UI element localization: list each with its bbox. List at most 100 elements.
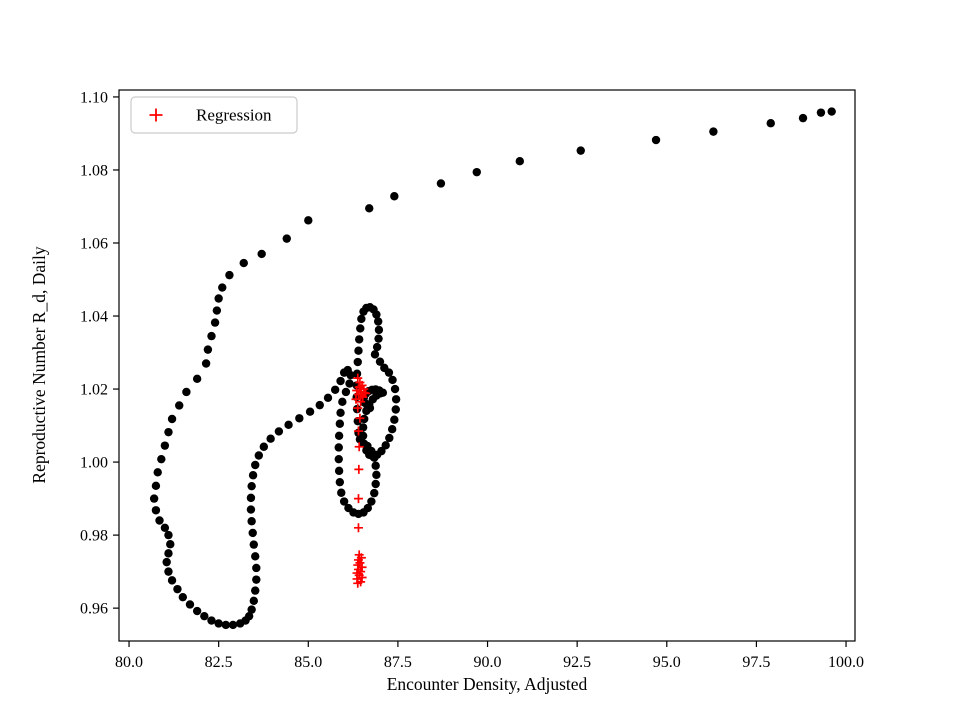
data-point (391, 405, 400, 414)
data-point (353, 373, 363, 383)
data-points-layer (149, 107, 836, 630)
x-axis-label: Encounter Density, Adjusted (387, 674, 588, 694)
data-point (151, 506, 161, 515)
data-point (274, 427, 284, 436)
data-point (162, 557, 171, 567)
data-point (827, 107, 836, 116)
y-tick-label: 1.04 (80, 309, 108, 326)
data-point (384, 368, 394, 377)
data-point (248, 528, 257, 538)
data-point (153, 468, 162, 477)
data-point (225, 270, 234, 280)
data-point (372, 470, 381, 480)
data-point (247, 481, 256, 491)
data-point (576, 146, 585, 155)
series-trajectory (149, 107, 836, 630)
data-point (436, 179, 446, 188)
data-point (164, 530, 173, 540)
data-point (345, 379, 354, 388)
data-point (249, 540, 258, 549)
plot-area (119, 90, 855, 641)
data-point (365, 204, 374, 213)
data-point (252, 563, 261, 573)
data-point (284, 420, 293, 430)
data-point (249, 596, 258, 606)
data-point (323, 393, 333, 403)
data-point (354, 550, 364, 560)
data-point (247, 605, 256, 614)
data-point (185, 600, 195, 609)
data-point (160, 441, 170, 450)
y-tick-label: 1.06 (80, 235, 108, 252)
data-point (155, 516, 164, 525)
data-point (385, 433, 394, 443)
data-point (151, 481, 161, 491)
data-point (353, 494, 363, 504)
data-point (367, 497, 376, 506)
data-point (166, 540, 175, 549)
data-point (354, 464, 364, 474)
y-tick-label: 1.02 (80, 382, 108, 399)
data-point (221, 620, 231, 630)
data-point (266, 434, 275, 443)
data-point (330, 385, 340, 394)
data-point (515, 157, 525, 166)
data-point (248, 471, 258, 480)
data-point (167, 576, 177, 585)
data-point (356, 389, 366, 399)
data-point (354, 442, 364, 452)
data-point (305, 407, 315, 416)
data-point (334, 431, 344, 440)
data-point (709, 127, 718, 136)
data-point (391, 395, 401, 404)
x-tick-label: 87.5 (384, 654, 412, 671)
data-point (295, 414, 304, 423)
y-tick-label: 1.10 (80, 89, 108, 106)
data-point (390, 192, 399, 201)
data-point (472, 167, 481, 177)
data-point (338, 397, 347, 407)
y-tick-label: 0.98 (80, 528, 108, 545)
data-point (335, 419, 345, 428)
data-point (372, 342, 382, 352)
legend-label: Regression (196, 106, 272, 125)
data-point (373, 317, 383, 326)
data-point (337, 488, 346, 497)
data-point (353, 523, 363, 533)
data-point (387, 425, 397, 434)
data-point (207, 616, 216, 625)
data-point (207, 331, 216, 341)
data-point (210, 318, 220, 327)
legend-box (130, 96, 298, 134)
data-point (259, 442, 269, 451)
y-tick-label: 1.00 (80, 455, 108, 472)
data-point (257, 249, 266, 259)
x-tick-label: 97.5 (742, 654, 770, 671)
data-point (218, 283, 227, 292)
data-point (370, 488, 379, 498)
data-point (201, 359, 211, 368)
data-point (214, 294, 223, 303)
data-point (160, 523, 170, 533)
data-point (353, 426, 363, 436)
data-point (335, 477, 345, 487)
data-point (157, 454, 166, 464)
data-point (336, 408, 345, 417)
data-point (214, 619, 223, 628)
data-point (766, 119, 775, 128)
data-point (175, 401, 184, 410)
data-point (358, 431, 368, 440)
x-tick-label: 100.0 (828, 654, 864, 671)
axes-spines (118, 89, 856, 642)
data-point (371, 461, 380, 470)
x-tick-label: 95.0 (653, 654, 681, 671)
data-point (374, 334, 383, 343)
data-point (334, 443, 343, 452)
data-point (346, 370, 355, 380)
data-point (651, 135, 661, 145)
data-point (336, 376, 345, 386)
data-point (334, 454, 343, 464)
data-point (356, 397, 366, 407)
data-point (363, 503, 372, 513)
y-tick-label: 0.96 (80, 601, 108, 618)
